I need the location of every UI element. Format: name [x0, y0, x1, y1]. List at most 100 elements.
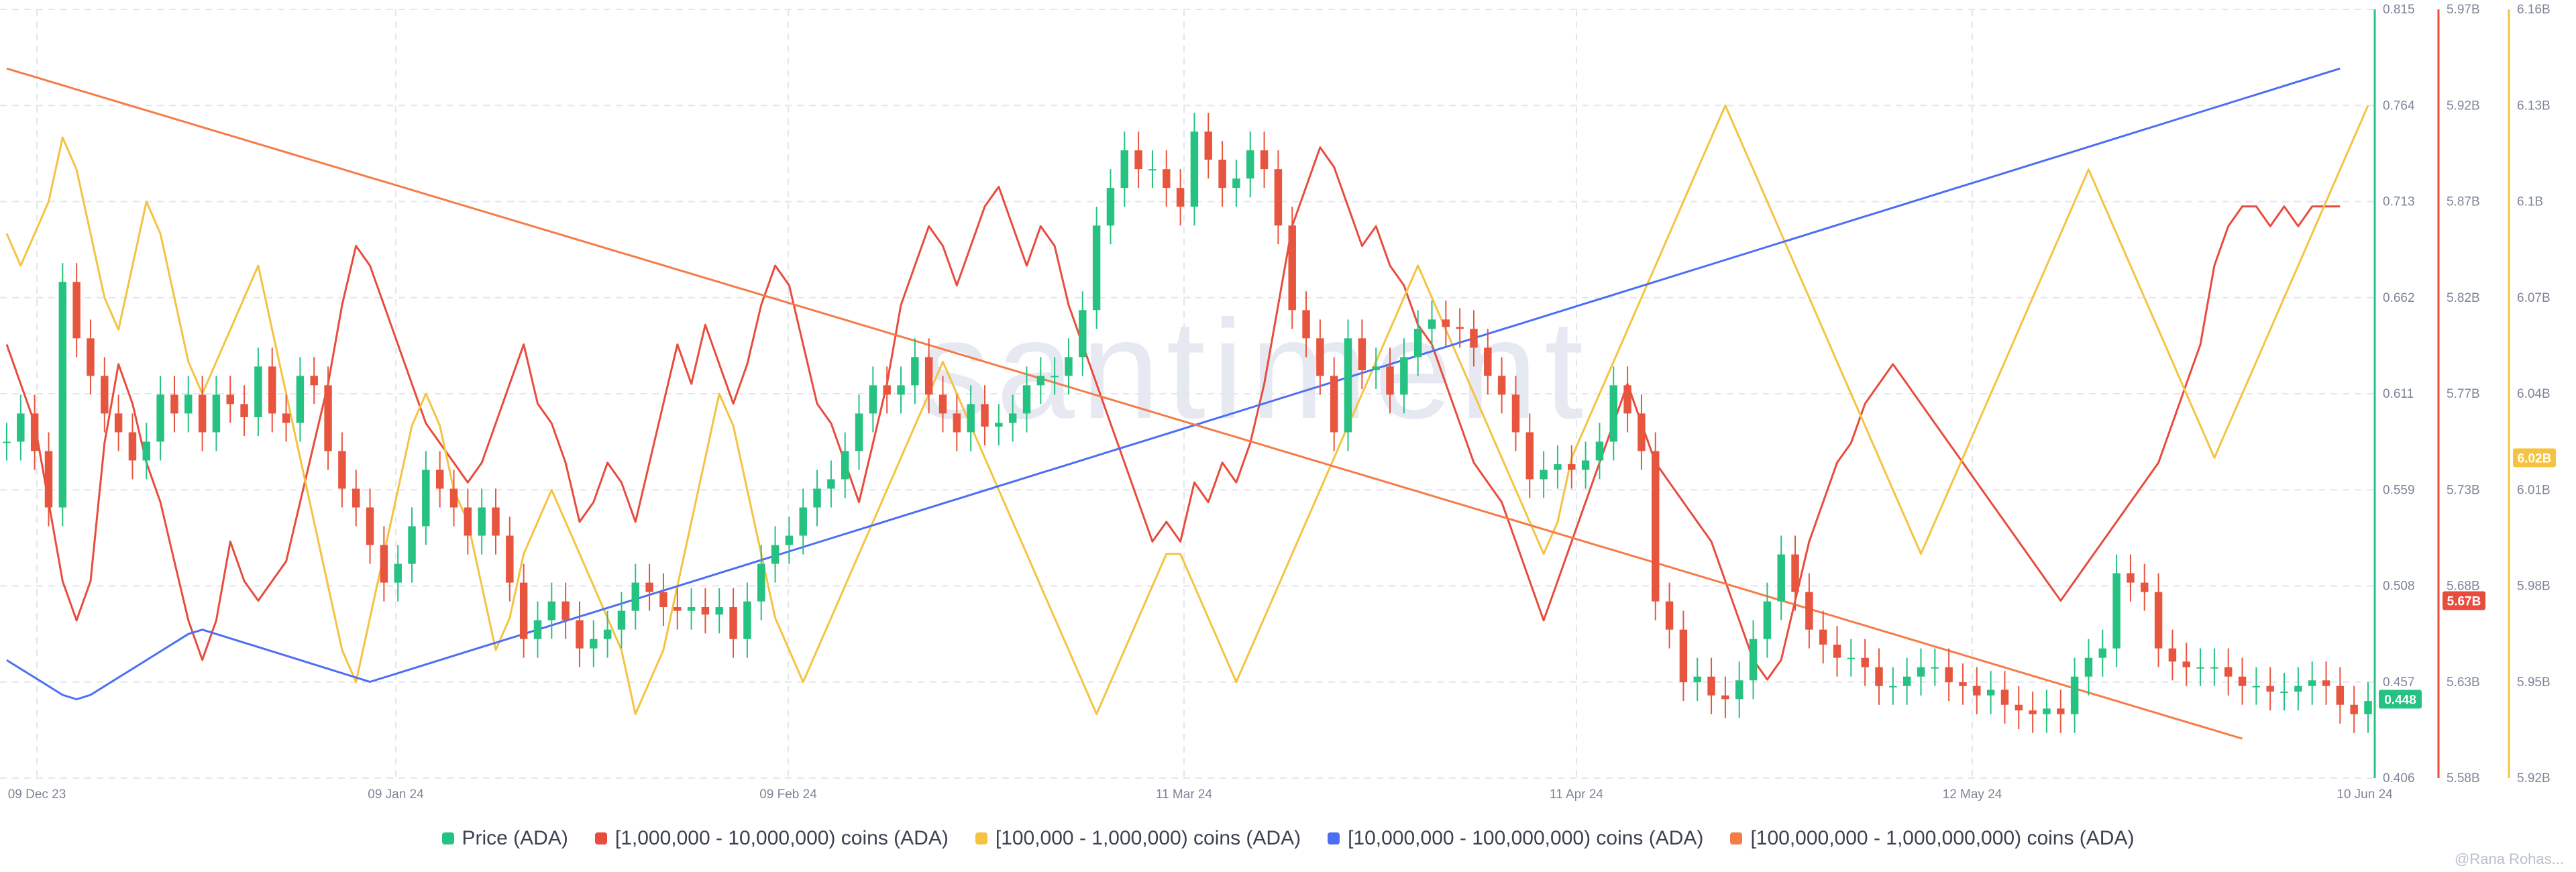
- candle-body: [533, 620, 542, 639]
- y-tick-label: 0.713: [2383, 195, 2415, 209]
- candle-body: [1805, 592, 1813, 630]
- candle-body: [156, 394, 164, 442]
- candle-body: [631, 582, 640, 611]
- y-tick-label: 5.77B: [2447, 387, 2480, 401]
- candle-body: [1665, 601, 1674, 630]
- candle-body: [659, 592, 667, 608]
- candle-body: [1022, 385, 1031, 414]
- candle-body: [1484, 347, 1492, 376]
- candle-body: [1344, 338, 1352, 433]
- candle-body: [2364, 701, 2372, 714]
- candle-body: [2224, 667, 2233, 677]
- candle-body: [1036, 376, 1045, 386]
- candle-body: [1413, 329, 1422, 358]
- y-tick-label: 6.04B: [2517, 387, 2551, 401]
- candle-body: [1246, 150, 1254, 179]
- chart-axes: 09 Dec 23 09 Jan 24 09 Feb 24 11 Mar 24 11 A…: [8, 3, 2556, 802]
- candle-body: [1232, 178, 1240, 188]
- y-tick-label: 5.97B: [2447, 3, 2480, 17]
- candle-body: [869, 385, 877, 414]
- candle-body: [757, 563, 765, 602]
- candle-body: [883, 385, 891, 395]
- chart-candles: [3, 113, 2372, 733]
- candle-body: [1302, 310, 1310, 339]
- y-tick-label: 5.82B: [2447, 291, 2480, 305]
- candle-body: [938, 394, 947, 414]
- candle-body: [30, 413, 39, 451]
- y-tick-label: 5.95B: [2517, 675, 2551, 690]
- candle-body: [2015, 704, 2023, 711]
- candle-body: [1833, 645, 1841, 658]
- candle-body: [1707, 676, 1715, 696]
- candle-body: [1525, 432, 1534, 480]
- candle-body: [1847, 657, 1856, 659]
- candle-body: [1721, 695, 1729, 700]
- candle-body: [1051, 376, 1059, 378]
- y-tick-label: 6.07B: [2517, 291, 2551, 305]
- y-tick-label: 5.73B: [2447, 483, 2480, 497]
- legend-item: [100,000,000 - 1,000,000,000) coins (ADA…: [1730, 827, 2134, 850]
- candle-body: [2322, 680, 2330, 686]
- candle-body: [2127, 573, 2135, 583]
- candle-body: [2350, 704, 2358, 714]
- legend-item: [100,000 - 1,000,000) coins (ADA): [975, 827, 1301, 850]
- y-tick-label: 0.406: [2383, 771, 2415, 785]
- candle-body: [2294, 686, 2302, 692]
- santiment-watermark: santiment: [919, 290, 1591, 448]
- candle-body: [380, 545, 388, 583]
- candle-body: [1260, 150, 1269, 170]
- candle-body: [506, 535, 514, 583]
- candle-body: [1623, 385, 1631, 414]
- legend-swatch: [441, 832, 454, 844]
- candle-body: [2098, 648, 2106, 658]
- candle-body: [128, 432, 137, 461]
- mid-current-badge: 5.67B: [2443, 591, 2485, 610]
- candle-body: [2210, 667, 2218, 669]
- candle-body: [2043, 708, 2051, 714]
- y-tick-label: 6.1B: [2517, 195, 2543, 209]
- candle-body: [1791, 554, 1799, 592]
- mid-current-badge-text: 5.67B: [2447, 595, 2481, 609]
- candle-body: [1428, 319, 1436, 329]
- y-tick-label: 5.98B: [2517, 580, 2551, 594]
- candle-body: [547, 601, 556, 620]
- candle-body: [1079, 310, 1087, 358]
- candle-body: [2168, 648, 2177, 662]
- candle-body: [2154, 592, 2163, 649]
- y-tick-label: 0.611: [2383, 387, 2414, 401]
- candle-body: [1931, 667, 1939, 669]
- legend-label: [10,000,000 - 100,000,000) coins (ADA): [1348, 827, 1704, 849]
- candle-body: [897, 385, 905, 395]
- candle-body: [394, 563, 402, 583]
- candle-body: [240, 404, 248, 418]
- candle-body: [1735, 680, 1743, 700]
- series-line-small-holders: [5, 104, 2369, 715]
- candle-body: [1092, 225, 1101, 311]
- small-current-badge-bg: [2513, 448, 2556, 468]
- y-tick-label: 5.92B: [2517, 771, 2551, 785]
- candle-body: [44, 451, 53, 508]
- x-tick-label: 11 Apr 24: [1550, 787, 1603, 802]
- candle-body: [324, 385, 332, 451]
- y-tick-label: 0.508: [2383, 580, 2415, 594]
- candle-body: [1679, 629, 1688, 683]
- candle-body: [2141, 582, 2149, 592]
- candle-body: [953, 413, 961, 433]
- candle-body: [2070, 676, 2079, 714]
- legend-item: Price (ADA): [441, 827, 568, 850]
- y-tick-label: 0.559: [2383, 483, 2415, 497]
- candle-body: [1540, 470, 1548, 480]
- legend-swatch: [1730, 832, 1743, 844]
- candle-body: [296, 376, 305, 423]
- candle-body: [198, 394, 207, 433]
- candle-body: [1008, 413, 1017, 423]
- candle-body: [1875, 667, 1883, 686]
- candle-body: [590, 639, 598, 649]
- candle-body: [1749, 639, 1758, 681]
- candle-body: [170, 394, 178, 414]
- candle-body: [995, 423, 1003, 427]
- series-line-whale-holders: [6, 67, 2243, 740]
- candle-body: [1106, 188, 1115, 226]
- candle-body: [701, 607, 710, 615]
- candle-body: [743, 601, 751, 639]
